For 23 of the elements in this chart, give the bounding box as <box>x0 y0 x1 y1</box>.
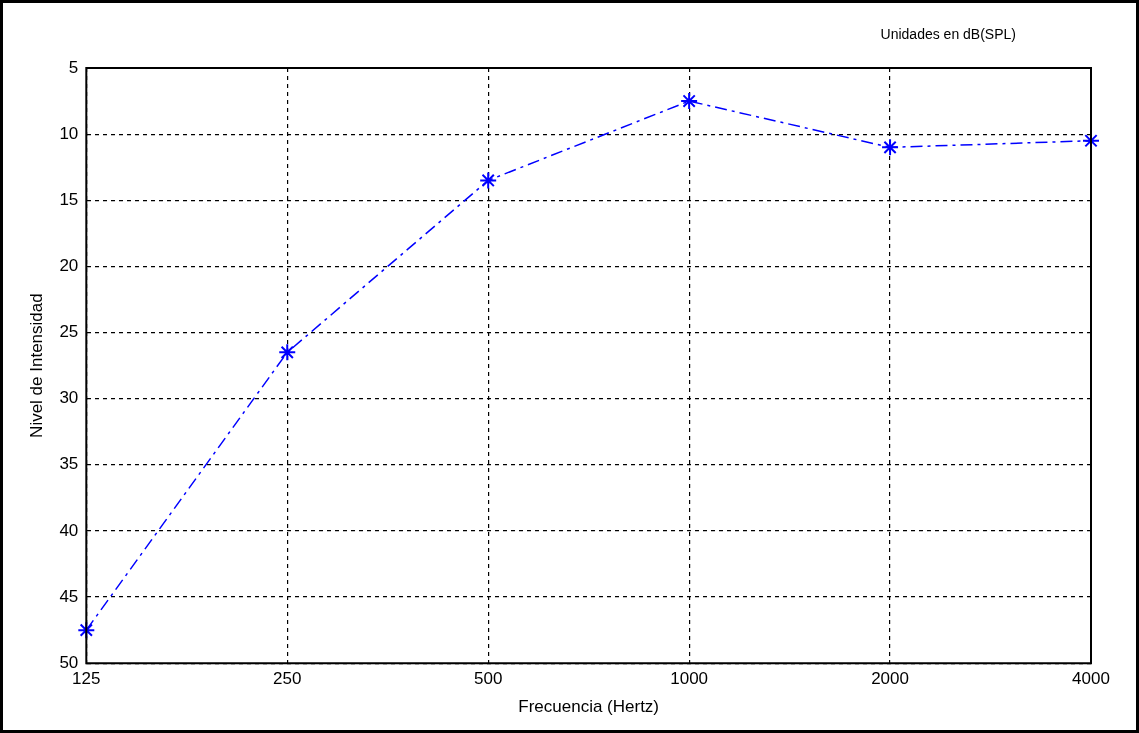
y-tick-label: 15 <box>59 189 79 209</box>
y-tick-label: 5 <box>68 57 79 77</box>
x-tick-label: 125 <box>72 669 101 689</box>
y-tick-label: 10 <box>59 123 79 143</box>
y-tick-label: 20 <box>59 256 79 276</box>
x-tick-label: 2000 <box>871 669 909 689</box>
y-tick-label: 50 <box>59 652 79 672</box>
y-tick-label: 45 <box>59 586 79 606</box>
y-tick-label: 35 <box>59 454 79 474</box>
y-axis-title: Nivel de Intensidad <box>26 293 46 438</box>
x-tick-label: 1000 <box>670 669 709 689</box>
point <box>479 171 498 190</box>
point <box>278 343 297 362</box>
point <box>680 92 699 111</box>
y-tick-label: 30 <box>59 388 79 408</box>
y-tick-label: 25 <box>59 322 79 342</box>
x-tick-label: 4000 <box>1072 669 1110 689</box>
x-tick-label: 500 <box>474 669 503 689</box>
x-tick-label: 250 <box>273 669 302 689</box>
x-axis-title: Frecuencia (Hertz) <box>518 697 660 717</box>
point <box>881 138 900 157</box>
y-tick-label: 40 <box>59 520 79 540</box>
text: Unidades en dB(SPL) <box>880 25 1016 42</box>
